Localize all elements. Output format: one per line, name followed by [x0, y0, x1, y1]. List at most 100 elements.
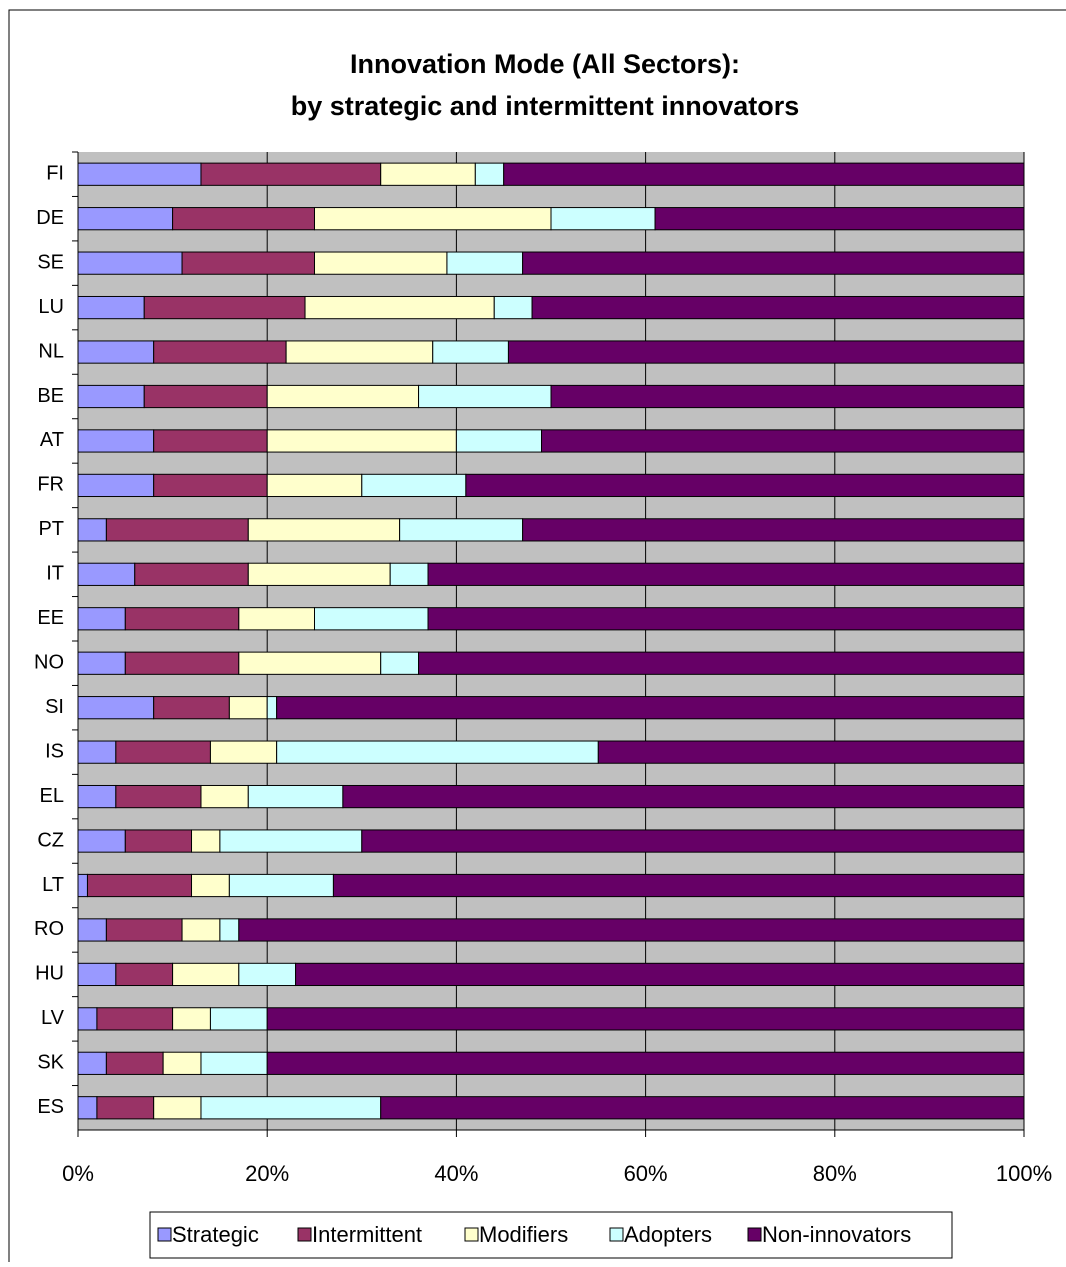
x-tick-label: 80%: [813, 1161, 857, 1186]
bar-segment: [276, 696, 1025, 720]
bar-segment: [209, 740, 278, 764]
bar-segment: [153, 1096, 202, 1120]
bar-segment: [77, 962, 117, 987]
y-tick-label: IS: [45, 740, 64, 762]
bar-segment: [77, 1096, 98, 1120]
legend-label: Strategic: [172, 1222, 259, 1247]
bar-segment: [181, 251, 315, 275]
bar-segment: [380, 1096, 1025, 1120]
bar-segment: [200, 162, 382, 186]
y-tick-label: ES: [37, 1096, 64, 1118]
legend-swatch: [464, 1227, 479, 1242]
bar-segment: [115, 962, 174, 987]
bar-segment: [531, 295, 1025, 320]
bar-segment: [522, 518, 1025, 542]
bar-segment: [266, 384, 420, 409]
bar-segment: [276, 740, 599, 764]
legend-swatch: [609, 1227, 624, 1242]
bar-segment: [314, 607, 429, 631]
bar-segment: [115, 740, 211, 764]
bar-segment: [332, 873, 1025, 898]
y-tick-label: PT: [38, 518, 64, 540]
bar-segment: [77, 340, 155, 364]
y-tick-label: FI: [46, 163, 64, 185]
y-tick-label: DE: [36, 207, 64, 229]
x-tick-label: 100%: [996, 1161, 1052, 1186]
bar-segment: [124, 651, 240, 675]
y-tick-label: AT: [40, 429, 64, 451]
bar-segment: [153, 473, 268, 498]
bar-segment: [153, 429, 268, 453]
bar-segment: [493, 295, 533, 320]
y-tick-label: LV: [41, 1007, 65, 1029]
bar-segment: [77, 918, 107, 942]
bar-segment: [266, 1007, 1025, 1031]
legend-swatch: [157, 1227, 172, 1242]
bar-segment: [389, 562, 429, 586]
legend-label: Non-innovators: [762, 1222, 911, 1247]
legend-label: Intermittent: [312, 1222, 422, 1247]
bar-segment: [550, 207, 656, 231]
bar-segment: [105, 918, 183, 942]
bar-segment: [191, 873, 230, 898]
y-tick-label: CZ: [37, 829, 64, 851]
y-tick-label: EL: [40, 785, 64, 807]
chart-title: Innovation Mode (All Sectors):: [350, 49, 740, 79]
bar-segment: [162, 1051, 202, 1075]
bar-segment: [77, 473, 155, 498]
bar-segment: [361, 473, 467, 498]
bar-segment: [77, 784, 117, 809]
bar-segment: [285, 340, 434, 364]
bar-segment: [474, 162, 505, 186]
bar-segment: [418, 384, 552, 409]
bar-segment: [380, 651, 420, 675]
bar-segment: [550, 384, 1025, 409]
bar-segment: [266, 696, 278, 720]
y-tick-label: HU: [35, 963, 64, 985]
bar-segment: [247, 784, 344, 809]
y-tick-label: LT: [42, 874, 64, 896]
bar-segment: [418, 651, 1025, 675]
y-tick-label: SI: [45, 696, 64, 718]
bar-segment: [238, 651, 382, 675]
legend-label: Modifiers: [479, 1222, 568, 1247]
bar-segment: [77, 162, 202, 186]
bar-segment: [238, 918, 1025, 942]
y-tick-label: FR: [37, 474, 64, 496]
x-tick-label: 40%: [434, 1161, 478, 1186]
bar-segment: [465, 473, 1025, 498]
y-tick-label: EE: [37, 607, 64, 629]
bar-segment: [143, 384, 268, 409]
bar-segment: [96, 1096, 155, 1120]
x-tick-label: 20%: [245, 1161, 289, 1186]
bar-segment: [172, 962, 240, 987]
bar-segment: [77, 384, 145, 409]
bar-segment: [96, 1007, 174, 1031]
bar-segment: [266, 429, 457, 453]
bar-segment: [295, 962, 1025, 987]
bar-segment: [219, 918, 240, 942]
bar-segment: [200, 1096, 382, 1120]
bar-segment: [77, 873, 88, 898]
y-tick-label: IT: [46, 563, 64, 585]
bar-segment: [446, 251, 524, 275]
bar-segment: [105, 518, 249, 542]
bar-segment: [77, 295, 145, 320]
bar-segment: [314, 251, 448, 275]
bar-segment: [503, 162, 1025, 186]
bar-segment: [77, 207, 174, 231]
bar-segment: [522, 251, 1025, 275]
legend-swatch: [747, 1227, 762, 1242]
bar-segment: [134, 562, 249, 586]
bar-segment: [399, 518, 524, 542]
bar-segment: [143, 295, 306, 320]
bar-segment: [124, 607, 240, 631]
bar-segment: [77, 740, 117, 764]
bar-segment: [238, 607, 316, 631]
bar-segment: [77, 651, 126, 675]
bar-segment: [191, 829, 221, 853]
bar-segment: [77, 1051, 107, 1075]
bar-segment: [77, 696, 155, 720]
bar-segment: [77, 607, 126, 631]
bar-segment: [507, 340, 1025, 364]
